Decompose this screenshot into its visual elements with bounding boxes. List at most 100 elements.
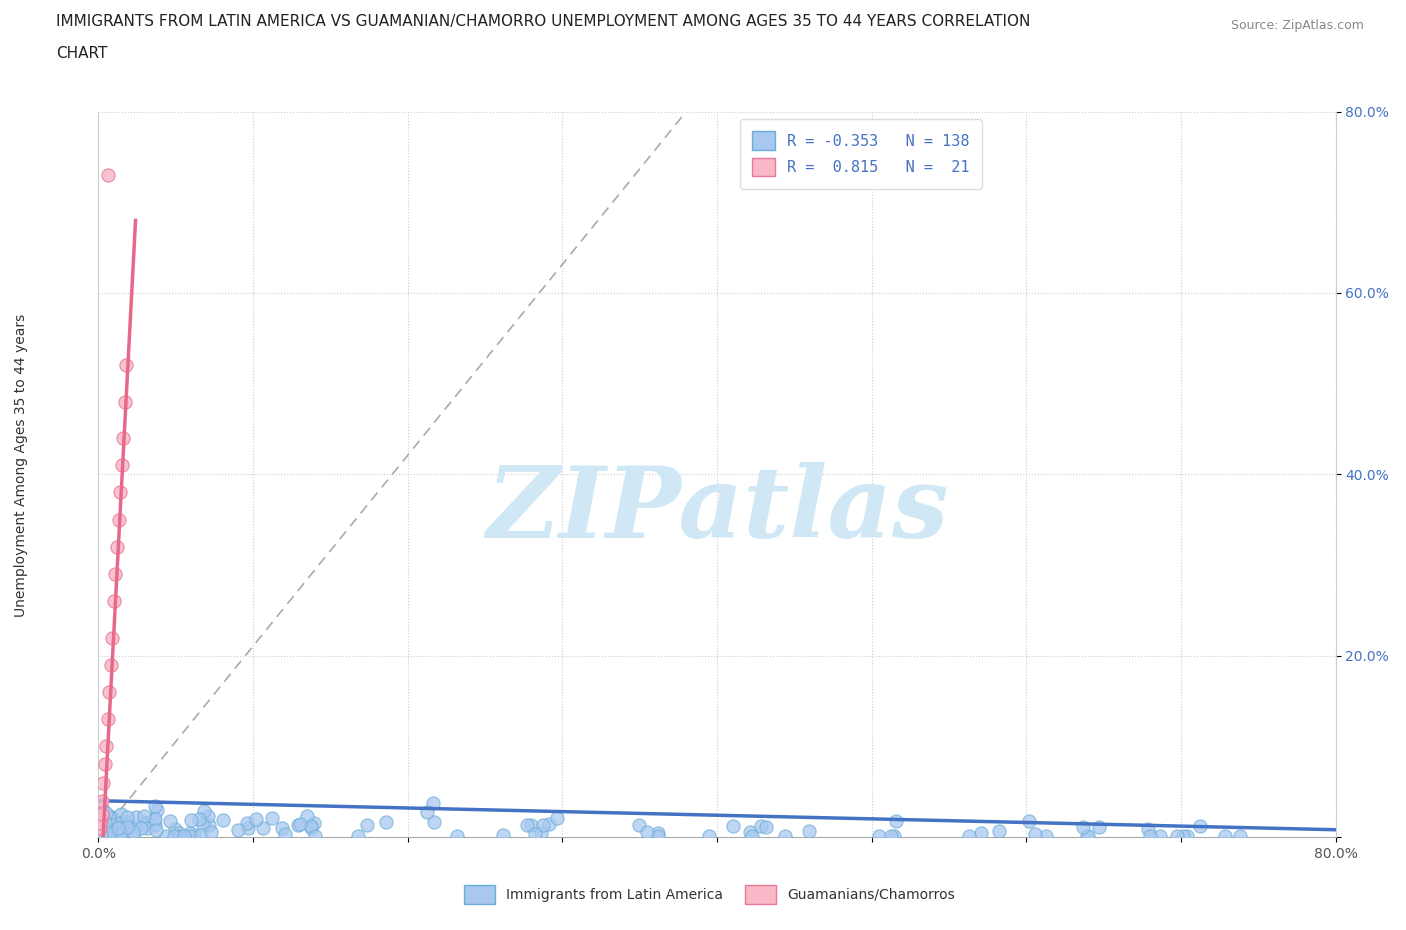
Point	[647, 829, 669, 844]
Point	[346, 829, 368, 844]
Point	[530, 826, 553, 841]
Point	[103, 594, 125, 609]
Point	[89, 796, 111, 811]
Point	[751, 818, 773, 833]
Point	[187, 812, 209, 827]
Point	[111, 828, 134, 843]
Point	[110, 819, 132, 834]
Point	[197, 809, 219, 824]
Point	[136, 821, 159, 836]
Point	[446, 829, 468, 844]
Point	[90, 811, 112, 827]
Point	[1173, 829, 1195, 844]
Point	[104, 566, 127, 581]
Point	[143, 812, 166, 827]
Point	[129, 821, 152, 836]
Point	[97, 824, 120, 839]
Point	[100, 817, 122, 832]
Point	[167, 826, 190, 841]
Point	[252, 820, 274, 835]
Point	[101, 809, 124, 824]
Point	[135, 815, 157, 830]
Point	[295, 809, 318, 824]
Point	[124, 829, 146, 844]
Point	[1166, 829, 1188, 844]
Point	[97, 809, 120, 824]
Point	[271, 820, 294, 835]
Point	[146, 803, 169, 817]
Point	[90, 828, 112, 843]
Point	[159, 814, 181, 829]
Point	[90, 793, 112, 808]
Point	[114, 829, 136, 844]
Point	[94, 805, 117, 820]
Point	[191, 817, 214, 832]
Point	[101, 812, 124, 827]
Point	[89, 820, 111, 835]
Point	[492, 827, 515, 842]
Point	[531, 817, 554, 832]
Text: Immigrants from Latin America: Immigrants from Latin America	[506, 887, 723, 902]
Point	[122, 824, 145, 839]
Point	[107, 512, 129, 527]
Point	[93, 817, 115, 832]
Point	[273, 827, 295, 842]
Point	[287, 817, 309, 832]
Point	[91, 803, 114, 817]
Point	[101, 631, 124, 645]
Text: IMMIGRANTS FROM LATIN AMERICA VS GUAMANIAN/CHAMORRO UNEMPLOYMENT AMONG AGES 35 T: IMMIGRANTS FROM LATIN AMERICA VS GUAMANI…	[56, 14, 1031, 29]
Point	[98, 684, 121, 699]
Point	[516, 817, 538, 832]
Point	[91, 808, 114, 823]
Point	[132, 815, 155, 830]
Point	[970, 826, 993, 841]
Point	[117, 819, 139, 834]
Point	[236, 821, 259, 836]
Point	[169, 829, 191, 844]
Point	[198, 817, 221, 832]
Point	[110, 806, 132, 821]
Point	[883, 829, 905, 844]
Point	[1024, 827, 1046, 842]
Point	[288, 817, 311, 831]
Point	[773, 829, 796, 844]
Point	[423, 815, 446, 830]
Point	[1215, 829, 1237, 844]
Point	[755, 819, 778, 834]
Point	[179, 825, 201, 840]
Point	[110, 827, 132, 842]
Point	[100, 810, 122, 825]
Point	[190, 828, 212, 843]
Point	[163, 821, 186, 836]
Point	[90, 815, 112, 830]
Point	[304, 816, 326, 830]
Text: Guamanians/Chamorros: Guamanians/Chamorros	[787, 887, 955, 902]
Point	[1136, 821, 1159, 836]
Point	[105, 815, 128, 830]
Point	[538, 817, 561, 831]
Point	[245, 812, 267, 827]
Point	[97, 711, 120, 726]
Legend: R = -0.353   N = 138, R =  0.815   N =  21: R = -0.353 N = 138, R = 0.815 N = 21	[740, 119, 981, 189]
Point	[108, 827, 131, 842]
Point	[108, 816, 131, 830]
Point	[105, 539, 128, 554]
Point	[108, 485, 131, 500]
Point	[173, 829, 195, 844]
Point	[90, 807, 112, 822]
Point	[96, 738, 118, 753]
Point	[193, 804, 215, 818]
Point	[91, 811, 114, 826]
Point	[97, 822, 120, 837]
Point	[97, 823, 120, 838]
Point	[179, 829, 201, 844]
Point	[1189, 818, 1212, 833]
Point	[134, 817, 156, 832]
Point	[94, 816, 117, 830]
Point	[304, 829, 326, 844]
Point	[91, 776, 114, 790]
Point	[108, 829, 131, 844]
Point	[89, 818, 111, 833]
Point	[375, 814, 398, 829]
Point	[299, 820, 322, 835]
